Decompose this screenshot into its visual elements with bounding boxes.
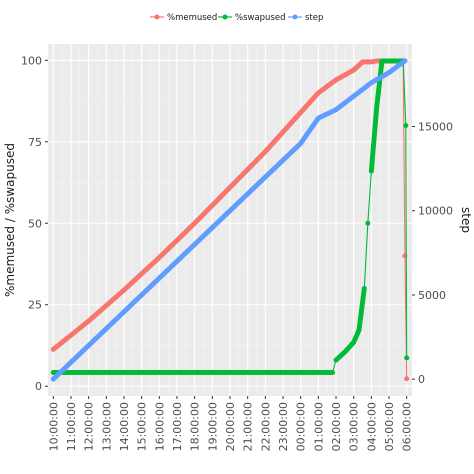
- x-tick-label: 21:00:00: [242, 402, 255, 451]
- x-tick-label: 01:00:00: [312, 402, 325, 451]
- series-pct-swapused: [50, 58, 410, 376]
- data-point: [404, 355, 410, 361]
- x-tick-label: 15:00:00: [136, 402, 149, 451]
- legend-entry: %swapused: [218, 13, 286, 23]
- legend-key-marker: [292, 14, 298, 20]
- series-pct-memused: [50, 58, 410, 382]
- legend-entry: %memused: [150, 13, 217, 23]
- legend-key-marker: [154, 14, 160, 20]
- x-tick-label: 10:00:00: [47, 402, 60, 451]
- y-tick-label: 0: [35, 380, 42, 393]
- x-tick-label: 19:00:00: [206, 402, 219, 451]
- x-tick-label: 20:00:00: [224, 402, 237, 451]
- x-tick-label: 04:00:00: [365, 402, 378, 451]
- x-tick-label: 00:00:00: [295, 402, 308, 451]
- y-tick-label: 100: [21, 54, 42, 67]
- x-tick-label: 14:00:00: [118, 402, 131, 451]
- y-tick-label: 50: [28, 217, 42, 230]
- data-point: [361, 285, 367, 291]
- y-tick-label: 25: [28, 299, 42, 312]
- y2-tick-label: 10000: [418, 205, 453, 218]
- x-tick-label: 11:00:00: [65, 402, 78, 451]
- x-tick-label: 12:00:00: [83, 402, 96, 451]
- legend-entry: step: [288, 13, 323, 23]
- x-tick-label: 16:00:00: [153, 402, 166, 451]
- y2-axis-title: step: [459, 207, 473, 233]
- x-tick-label: 13:00:00: [100, 402, 113, 451]
- grid-lines: [48, 44, 412, 396]
- x-tick-label: 05:00:00: [383, 402, 396, 451]
- x-tick-label: 17:00:00: [171, 402, 184, 451]
- legend-label: step: [305, 13, 323, 23]
- x-tick-label: 18:00:00: [189, 402, 202, 451]
- legend-label: %memused: [167, 13, 217, 23]
- y-tick-label: 75: [28, 136, 42, 149]
- legend-label: %swapused: [235, 13, 286, 23]
- x-tick-label: 06:00:00: [401, 402, 414, 451]
- data-point: [404, 376, 410, 382]
- data-point: [329, 370, 335, 376]
- series-layer: [50, 58, 410, 382]
- x-tick-label: 03:00:00: [348, 402, 361, 451]
- y-axis-title: %memused / %swapused: [3, 143, 17, 297]
- data-point: [402, 58, 408, 64]
- series-step: [50, 58, 408, 382]
- y2-tick-label: 0: [418, 373, 425, 386]
- axes-layer: 0 25 50 75 100 0 5000 10000 15000 10:00:00 11:00:0…: [21, 54, 453, 451]
- y2-tick-label: 5000: [418, 289, 446, 302]
- data-point: [403, 122, 409, 128]
- y2-tick-label: 15000: [418, 121, 453, 134]
- x-tick-label: 23:00:00: [277, 402, 290, 451]
- x-tick-label: 02:00:00: [330, 402, 343, 451]
- x-tick-label: 22:00:00: [259, 402, 272, 451]
- legend: %memused %swapused step: [150, 13, 323, 23]
- data-point: [365, 220, 371, 226]
- legend-key-marker: [222, 14, 228, 20]
